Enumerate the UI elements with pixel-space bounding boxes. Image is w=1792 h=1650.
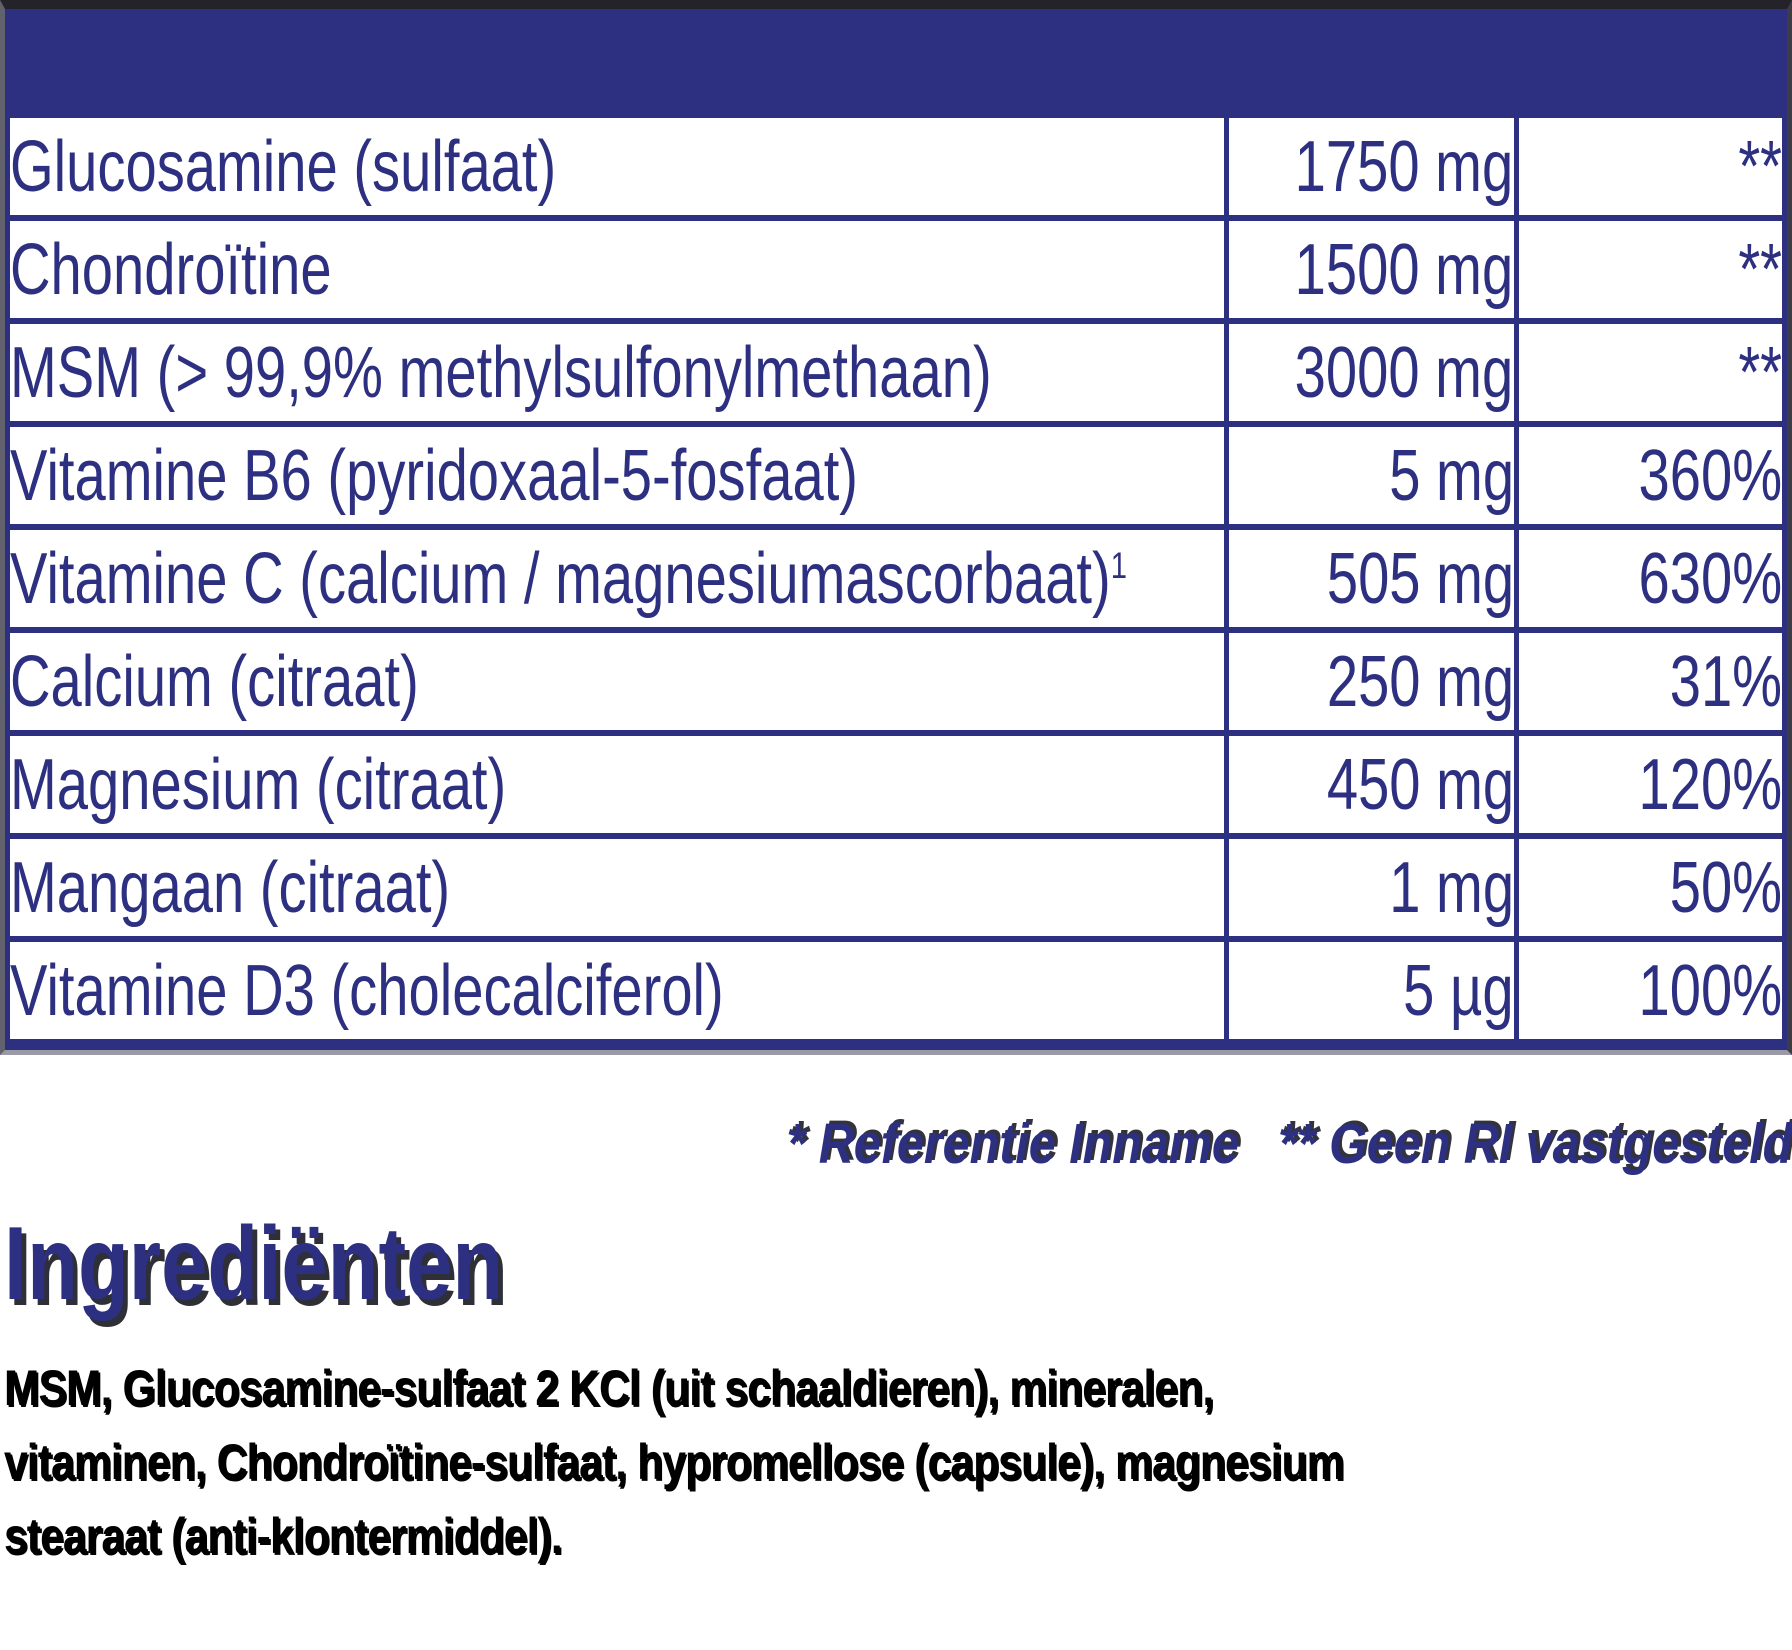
ingredient-ri: 50%	[1513, 833, 1788, 942]
ingredient-amount: 1750 mg	[1224, 112, 1519, 221]
ingredient-amount: 1 mg	[1224, 833, 1519, 942]
ingredient-amount: 250 mg	[1224, 627, 1519, 736]
table-title: Samenstelling per dosering (10 capsules)…	[5, 9, 1519, 118]
composition-table-frame: Samenstelling per dosering (10 capsules)…	[0, 0, 1792, 1055]
ingredient-ri: **	[1513, 318, 1788, 427]
ingredient-amount: 505 mg	[1224, 524, 1519, 633]
ingredient-amount: 5 mg	[1224, 421, 1519, 530]
ingredient-name: Vitamine B6 (pyridoxaal-5-fosfaat)	[4, 421, 1230, 530]
ingredient-ri: 31%	[1513, 627, 1788, 736]
ingredient-name: Vitamine C (calcium / magnesiumascorbaat…	[4, 524, 1230, 633]
table-row: Vitamine D3 (cholecalciferol) 5 µg 100%	[4, 936, 1788, 1050]
ingredient-amount: 3000 mg	[1224, 318, 1519, 427]
ingredient-ri: 360%	[1513, 421, 1788, 530]
ingredients-line: MSM, Glucosamine-sulfaat 2 KCl (uit scha…	[4, 1360, 1214, 1417]
table-row: Mangaan (citraat) 1 mg 50%	[4, 833, 1788, 942]
ingredient-ri: **	[1513, 215, 1788, 324]
table-row: Chondroïtine 1500 mg **	[4, 215, 1788, 324]
ingredient-amount: 1500 mg	[1224, 215, 1519, 324]
ingredients-line: stearaat (anti-klontermiddel).	[4, 1508, 563, 1565]
ingredient-name: Calcium (citraat)	[4, 627, 1230, 736]
ingredient-ri: 120%	[1513, 730, 1788, 839]
table-row: Vitamine B6 (pyridoxaal-5-fosfaat) 5 mg …	[4, 421, 1788, 530]
footnote-reference-intake: * Referentie Inname	[786, 1112, 1239, 1176]
ingredients-line: vitaminen, Chondroïtine-sulfaat, hyprome…	[4, 1434, 1344, 1491]
table-header-row: Samenstelling per dosering (10 capsules)…	[5, 9, 1788, 118]
ingredients-text: MSM, Glucosamine-sulfaat 2 KCl (uit scha…	[4, 1351, 1534, 1573]
ingredient-amount: 5 µg	[1224, 936, 1519, 1050]
table-row: Vitamine C (calcium / magnesiumascorbaat…	[4, 524, 1788, 633]
ingredient-name: Mangaan (citraat)	[4, 833, 1230, 942]
ingredient-ri: 100%	[1513, 936, 1788, 1050]
ri-column-header: RI*	[1513, 9, 1788, 118]
composition-table: Samenstelling per dosering (10 capsules)…	[4, 9, 1788, 1050]
ingredient-name: Chondroïtine	[4, 215, 1230, 324]
ingredient-name: Glucosamine (sulfaat)	[4, 112, 1230, 221]
table-row: Magnesium (citraat) 450 mg 120%	[4, 730, 1788, 839]
table-row: MSM (> 99,9% methylsulfonylmethaan) 3000…	[4, 318, 1788, 427]
ingredient-ri: **	[1513, 112, 1788, 221]
ingredient-amount: 450 mg	[1224, 730, 1519, 839]
footnote-line: * Referentie Inname ** Geen RI vastgestel…	[0, 1111, 1792, 1177]
footnote-no-ri: ** Geen RI vastgesteld	[1277, 1112, 1792, 1176]
table-row: Glucosamine (sulfaat) 1750 mg **	[4, 112, 1788, 221]
ingredient-name: Vitamine D3 (cholecalciferol)	[4, 936, 1230, 1050]
ingredient-ri: 630%	[1513, 524, 1788, 633]
ingredients-heading: Ingrediënten	[4, 1206, 504, 1322]
ingredient-name: Magnesium (citraat)	[4, 730, 1230, 839]
ingredient-name: MSM (> 99,9% methylsulfonylmethaan)	[4, 318, 1230, 427]
table-row: Calcium (citraat) 250 mg 31%	[4, 627, 1788, 736]
